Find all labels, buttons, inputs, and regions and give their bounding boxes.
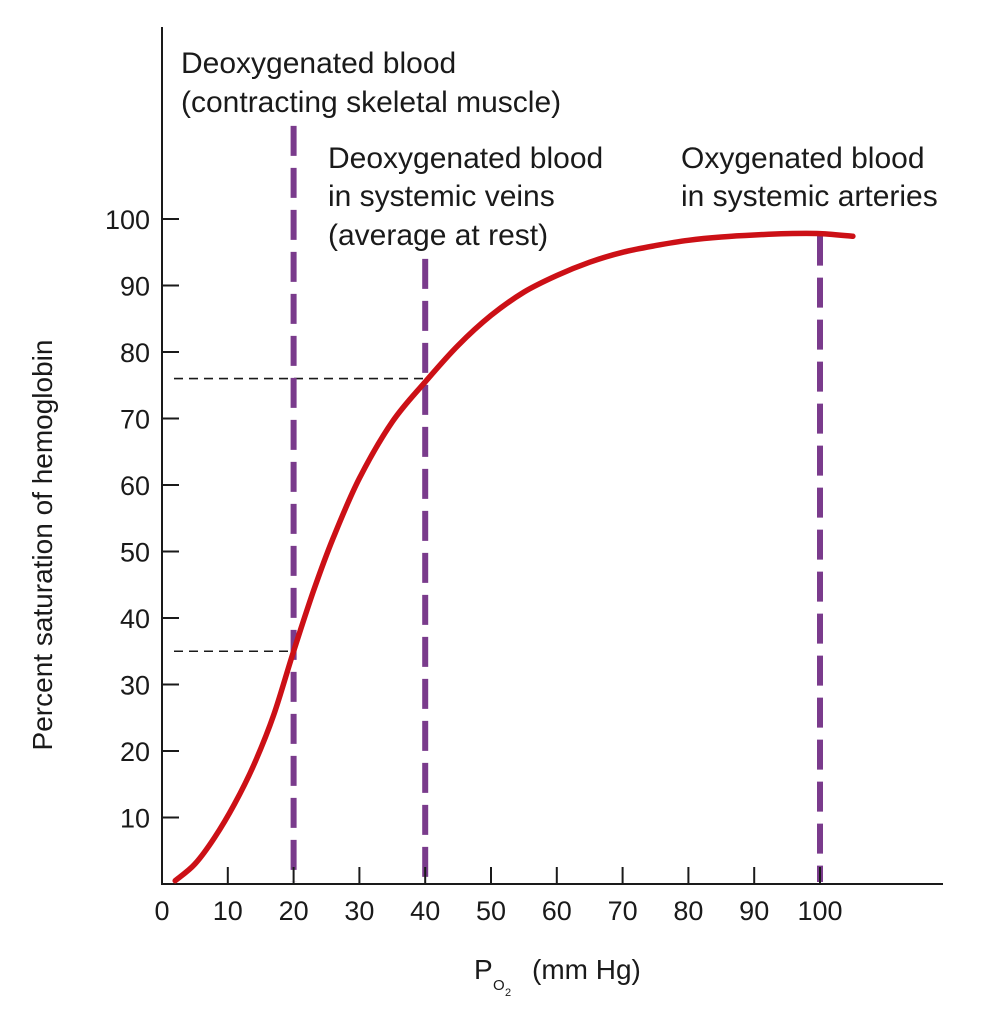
annotation-arteries: Oxygenated blood in systemic arteries: [681, 142, 938, 213]
annotation-muscle: Deoxygenated blood (contracting skeletal…: [181, 47, 561, 119]
x-tick-label: 10: [213, 896, 243, 926]
x-tick-label: 100: [797, 896, 842, 926]
annotation-muscle-line-2: (contracting skeletal muscle): [181, 86, 561, 119]
curve-layer: [172, 230, 856, 884]
y-tick-label: 40: [120, 604, 150, 634]
annotation-veins-line-3: (average at rest): [328, 219, 548, 252]
saturation-curve: [172, 230, 856, 884]
y-tick-label: 60: [120, 471, 150, 501]
annotation-veins: Deoxygenated blood in systemic veins (av…: [328, 142, 612, 252]
x-axis-title-p: P: [474, 954, 493, 985]
y-tick-label: 10: [120, 804, 150, 834]
y-tick-label: 70: [120, 405, 150, 435]
x-tick-label: 40: [410, 896, 440, 926]
annotation-veins-line-1: Deoxygenated blood: [328, 142, 603, 175]
axes: [161, 27, 943, 885]
annotation-arteries-line-2: in systemic arteries: [681, 180, 938, 213]
x-axis-title-subscript-2: 2: [505, 987, 511, 999]
y-tick-label: 100: [105, 205, 150, 235]
y-tick-label: 90: [120, 272, 150, 302]
x-tick-label: 80: [673, 896, 703, 926]
reference-lines: [290, 125, 823, 882]
x-tick-label: 0: [154, 896, 169, 926]
x-axis-title-unit: (mm Hg): [532, 954, 641, 985]
y-axis-title: Percent saturation of hemoglobin: [27, 340, 58, 751]
x-tick-label: 90: [739, 896, 769, 926]
x-tick-label: 70: [608, 896, 638, 926]
annotation-arteries-line-1: Oxygenated blood: [681, 142, 925, 175]
x-tick-label: 50: [476, 896, 506, 926]
level-lines: [174, 377, 426, 653]
x-tick-label: 60: [542, 896, 572, 926]
x-axis-title-subscript-o: O: [493, 977, 505, 994]
x-axis-title: P O 2 (mm Hg): [474, 954, 641, 999]
annotation-muscle-line-1: Deoxygenated blood: [181, 47, 456, 80]
y-tick-label: 20: [120, 737, 150, 767]
annotation-veins-line-2: in systemic veins: [328, 180, 555, 213]
y-tick-label: 30: [120, 671, 150, 701]
y-ticks: 10 20 30 40 50 60 70 80 90 100: [105, 205, 179, 834]
annotations: Deoxygenated blood (contracting skeletal…: [181, 47, 938, 252]
y-tick-label: 80: [120, 338, 150, 368]
x-ticks: 0 10 20 30 40 50 60 70 80 90 100: [154, 867, 843, 926]
y-tick-label: 50: [120, 538, 150, 568]
x-tick-label: 20: [279, 896, 309, 926]
x-tick-label: 30: [344, 896, 374, 926]
